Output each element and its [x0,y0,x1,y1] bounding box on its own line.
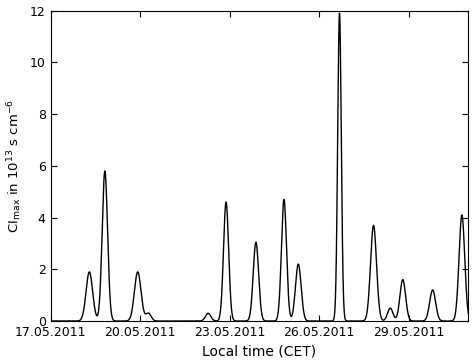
Y-axis label: CI$_\mathregular{max}$ in 10$^{13}$ s cm$^{-6}$: CI$_\mathregular{max}$ in 10$^{13}$ s cm… [6,99,24,233]
X-axis label: Local time (CET): Local time (CET) [202,344,317,359]
